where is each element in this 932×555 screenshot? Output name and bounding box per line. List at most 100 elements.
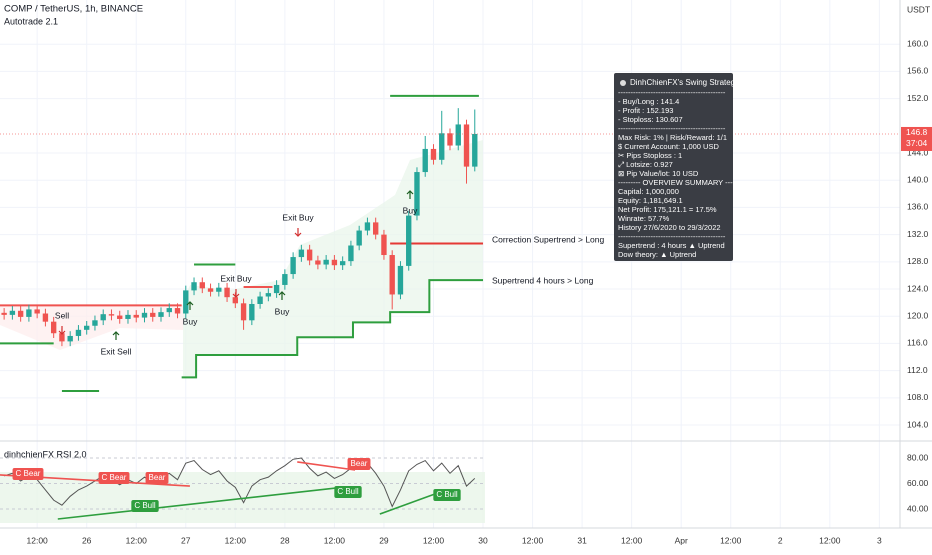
y-tick-label: 112.0 (907, 365, 928, 375)
x-tick-label: 12:00 (27, 535, 49, 545)
trend-fill (183, 140, 483, 377)
candle-body (323, 259, 329, 265)
candle-body (430, 148, 437, 160)
rsi-label-text: C Bear (16, 469, 41, 478)
candle-body (422, 148, 428, 173)
signal-arrow (112, 331, 120, 340)
y-tick-label: 152.0 (907, 93, 929, 103)
rsi-label-bg (98, 472, 130, 484)
x-tick-label: 30 (478, 535, 488, 545)
signal-arrow (278, 291, 286, 300)
candle-body (199, 282, 205, 289)
candle-body (439, 133, 445, 160)
rsi-label-bg (433, 489, 461, 501)
candle-body (125, 314, 131, 319)
currency: USDT (907, 4, 930, 14)
info-icon (620, 80, 626, 86)
candle-body (306, 249, 313, 261)
y-tick-label: 132.0 (907, 229, 929, 239)
signal-label: Buy (275, 306, 290, 316)
candle-body (166, 308, 172, 313)
info-line: ✂ Pips Stoploss : 1 (618, 151, 682, 160)
candle-body (216, 287, 222, 292)
y-tick-label: 128.0 (907, 256, 929, 266)
price-label: 146.8 (906, 127, 928, 137)
y-tick-label: 124.0 (907, 283, 929, 293)
candle-body (348, 245, 354, 262)
info-box (614, 73, 733, 261)
info-line: Capital: 1,000,000 (618, 187, 679, 196)
candle-body (207, 288, 214, 292)
x-tick-label: 27 (181, 535, 191, 545)
rsi-trendline (57, 486, 346, 520)
y-tick-label: 104.0 (907, 419, 929, 429)
candle-body (1, 312, 7, 315)
candle-body (315, 260, 321, 265)
rsi-label: C Bull (334, 486, 362, 498)
rsi-label-bg (12, 468, 44, 480)
candle-body (84, 325, 90, 330)
info-title: DinhChienFX's Swing Strategy (630, 78, 739, 87)
info-line: History 27/6/2020 to 29/3/2022 (618, 223, 721, 232)
signal-arrow (58, 326, 66, 335)
y-tick-label: 136.0 (907, 202, 929, 212)
candle-body (463, 124, 470, 167)
x-tick-label: 12:00 (621, 535, 643, 545)
info-line: --------- OVERVIEW SUMMARY --------- (618, 178, 748, 187)
signal-label: Exit Buy (282, 212, 314, 222)
rsi-label-text: C Bear (102, 473, 127, 482)
candle-body (92, 320, 98, 326)
info-line: Max Risk: 1% | Risk/Reward: 1/1 (618, 133, 727, 142)
trend-label: Correction Supertrend > Long (492, 234, 604, 244)
candle-body (100, 314, 106, 321)
candle-body (257, 296, 263, 304)
signal-arrow (294, 228, 302, 237)
x-tick-label: 12:00 (522, 535, 544, 545)
candle-body (455, 124, 461, 146)
candle-body (282, 274, 288, 285)
x-tick-label: 2 (778, 535, 783, 545)
info-line: - Buy/Long : 141.4 (618, 97, 679, 106)
trend-label: Supertrend 4 hours > Long (492, 275, 594, 285)
candle-body (9, 310, 16, 315)
candle-body (232, 297, 239, 304)
candle-body (406, 215, 412, 266)
info-line: ⊠ Pip Value/lot: 10 USD (618, 169, 699, 178)
x-tick-label: 26 (82, 535, 92, 545)
candle-body (472, 133, 478, 167)
candle-body (150, 312, 156, 317)
candle-body (117, 315, 123, 319)
candle-body (26, 309, 32, 317)
info-line: ----------------------------------------… (618, 124, 726, 133)
info-line: - Profit : 152.193 (618, 106, 673, 115)
candle-body (373, 222, 379, 235)
rsi-tick-label: 60.00 (907, 478, 929, 488)
signal-label: Sell (55, 310, 69, 320)
signal-arrow (186, 301, 194, 310)
candle-body (240, 303, 247, 321)
candle-body (42, 313, 49, 322)
candle-body (356, 230, 362, 246)
rsi-label-bg (347, 458, 371, 470)
x-tick-label: 12:00 (819, 535, 841, 545)
candle-body (108, 314, 115, 316)
candle-body (298, 249, 305, 258)
candle-body (75, 329, 82, 336)
candle-body (331, 259, 338, 266)
signal-label: Exit Buy (220, 273, 252, 283)
supertrend-line (181, 279, 484, 379)
indicator-name: Autotrade 2.1 (4, 16, 58, 26)
y-tick-label: 160.0 (907, 38, 929, 48)
rsi-label: C Bull (433, 489, 461, 501)
candle-body (273, 284, 280, 294)
y-tick-label: 108.0 (907, 392, 929, 402)
price-tag (901, 126, 932, 151)
signal-label: Buy (183, 316, 198, 326)
signal-arrow (232, 289, 240, 298)
y-tick-label: 144.0 (907, 147, 929, 157)
signal-arrow (406, 190, 414, 199)
info-line: ----------------------------------------… (618, 88, 726, 97)
candle-body (50, 321, 57, 334)
candle-body (447, 133, 453, 146)
